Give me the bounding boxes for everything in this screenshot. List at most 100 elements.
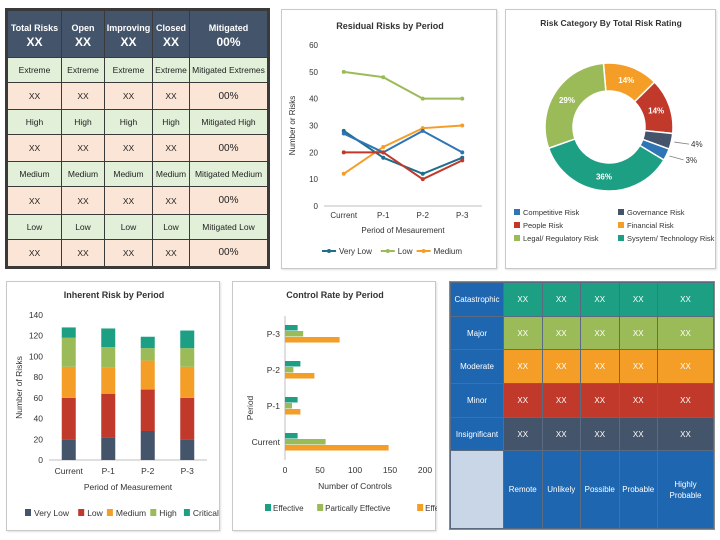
y-tick-label: 0 (38, 455, 43, 465)
y-tick-label: P-3 (267, 329, 281, 339)
bar-segment-medium (180, 366, 195, 398)
legend-swatch (78, 509, 85, 516)
heat-cell: XX (657, 349, 714, 385)
data-point (381, 150, 386, 155)
table-row: XX XX XX XX 00% (7, 81, 268, 111)
table-row: XX XX XX XX 00% (7, 186, 268, 215)
likelihood-row: Remote Unlikely Possible Probable Highly Pro… (450, 450, 714, 529)
legend-swatch (317, 504, 324, 511)
legend-swatch (265, 504, 271, 511)
data-point (460, 150, 465, 155)
series-line-c0392b (343, 151, 463, 181)
legend-label: Financial Risk (627, 221, 674, 230)
legend-label: Governance Risk (627, 208, 685, 217)
header-total-risks: Total Risks XX (7, 10, 62, 58)
legend-label: Low (87, 508, 103, 518)
bar-segment-critical (180, 330, 195, 349)
likelihood-label: Unlikely (541, 450, 581, 529)
header-label: Open (71, 22, 95, 33)
table-row: Medium Medium Medium Medium Mitigated Medium (7, 161, 268, 188)
bar-partically-effective (285, 367, 294, 373)
level-cell: Extreme (61, 57, 105, 83)
header-label: Closed (155, 22, 186, 33)
level-cell: Low (61, 213, 105, 240)
legend-label: Very Low (34, 508, 70, 518)
value-cell: XX (61, 186, 105, 215)
y-tick-label: Current (252, 437, 281, 447)
y-tick-label: 10 (309, 175, 318, 184)
y-tick-label: 100 (29, 351, 43, 361)
data-point (420, 177, 425, 182)
level-cell: High (152, 109, 190, 136)
value-cell: XX (7, 186, 62, 215)
bar-effective (285, 397, 298, 403)
header-label: Total Risks (10, 22, 59, 33)
heat-row-insignificant: Insignificant XX XX XX XX XX (450, 416, 714, 452)
series-line-low (343, 70, 463, 100)
heat-cell: XX (541, 349, 581, 385)
risk-summary-table: Total Risks XX Open XX Improving XX Closed X… (5, 8, 270, 269)
heat-cell: XX (503, 383, 543, 418)
chart-title: Inherent Risk by Period (64, 290, 165, 300)
legend-marker (421, 249, 426, 253)
data-point (381, 155, 386, 160)
legend-swatch (417, 504, 424, 511)
y-axis-title: Number of Risks (14, 356, 24, 419)
legend-label: Legal/ Regulatory Risk (523, 234, 599, 243)
bar-segment-medium (101, 367, 116, 394)
legend-label: Critical (193, 508, 219, 518)
heat-cell: XX (580, 282, 620, 317)
value-cell: XX (104, 186, 153, 215)
legend-label: People Risk (523, 221, 563, 230)
legend-swatch (618, 222, 624, 228)
bar-segment-low (61, 397, 76, 440)
heat-cell: XX (580, 349, 620, 385)
bar-segment-high (140, 348, 155, 361)
legend-label: Very Low (339, 247, 372, 256)
level-cell: Mitigated Extremes (189, 57, 268, 83)
header-value: XX (120, 34, 137, 49)
legend-marker (385, 249, 390, 253)
legend-label: Low (398, 247, 413, 256)
value-cell: XX (152, 134, 190, 163)
risk-category-chart-panel: Risk Category By Total Risk Rating 14% 14%… (505, 9, 716, 269)
x-tick-label: Current (330, 211, 357, 220)
table-row: XX XX XX XX 00% (7, 134, 268, 163)
series-line-medium (343, 124, 463, 175)
likelihood-label: Highly Probable (657, 450, 714, 529)
matrix-corner (450, 450, 504, 529)
heat-cell: XX (618, 383, 658, 418)
slice-label: 29% (559, 96, 575, 105)
heat-cell: XX (541, 315, 581, 351)
table-row: Extreme Extreme Extreme Extreme Mitigated Ex… (7, 57, 268, 83)
data-point (381, 75, 386, 80)
value-cell: XX (61, 134, 105, 163)
bar-segment-low (180, 397, 195, 440)
heat-cell: XX (657, 315, 714, 351)
slice-label: 14% (618, 76, 634, 85)
x-tick-label: 150 (383, 465, 397, 475)
slice-label: 36% (596, 173, 612, 182)
legend-label: Sysytem/ Technology Risk (627, 234, 715, 243)
chart-title: Residual Risks by Period (336, 21, 444, 31)
level-cell: Medium (104, 161, 153, 188)
heat-cell: XX (580, 315, 620, 351)
y-tick-label: P-1 (267, 401, 281, 411)
header-value: XX (74, 34, 91, 49)
bar-effective (285, 361, 301, 367)
x-tick-label: 200 (418, 465, 432, 475)
heat-row-minor: Minor XX XX XX XX XX (450, 383, 714, 418)
data-point (420, 171, 425, 176)
level-cell: Medium (7, 161, 62, 188)
level-cell: High (104, 109, 153, 136)
level-cell: Medium (152, 161, 190, 188)
value-cell: XX (61, 81, 105, 111)
residual-risks-chart-panel: Residual Risks by Period 0 10 20 30 40 50 60 Cur… (281, 9, 497, 269)
legend-swatch (25, 509, 31, 516)
legend-swatch (514, 222, 520, 228)
data-point (381, 144, 386, 149)
likelihood-label: Possible (580, 450, 620, 529)
value-cell: XX (104, 134, 153, 163)
slice-legal-regulatory-risk (544, 62, 607, 150)
bar-segment-low (101, 393, 116, 438)
